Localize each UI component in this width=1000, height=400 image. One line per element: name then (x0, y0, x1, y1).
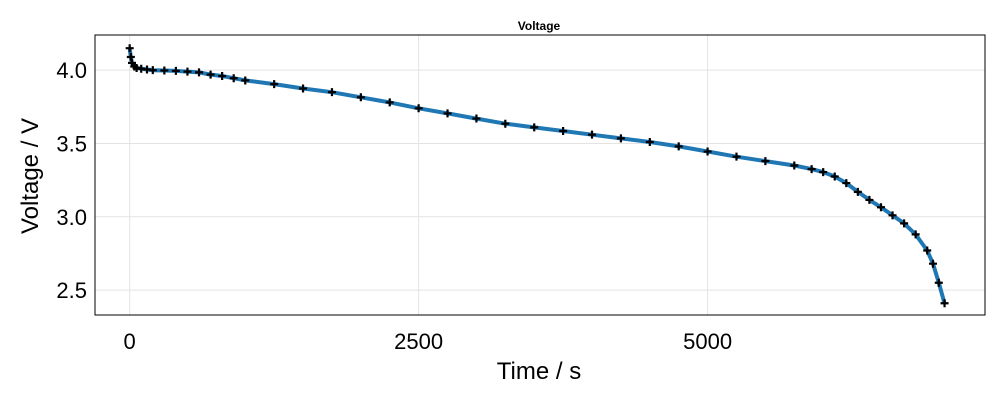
data-point (703, 147, 712, 156)
data-point (218, 72, 227, 81)
data-point (819, 168, 828, 177)
data-point (842, 179, 851, 188)
data-point (195, 68, 204, 77)
data-point (761, 157, 770, 166)
y-tick-label: 3.5 (56, 131, 87, 156)
y-axis-ticks: 2.5 3.0 3.5 4.0 (56, 58, 87, 303)
data-point (270, 80, 279, 89)
chart-title: Voltage (518, 19, 561, 33)
data-point (934, 278, 943, 287)
data-point (559, 127, 568, 136)
data-point (674, 142, 683, 151)
plot-frame (94, 34, 986, 316)
data-point (356, 93, 365, 102)
data-point (923, 246, 932, 255)
data-point (790, 161, 799, 170)
data-point (807, 165, 816, 174)
y-axis-label: Voltage / V (17, 118, 44, 234)
data-point (229, 74, 238, 83)
y-tick-label: 3.0 (56, 205, 87, 230)
x-tick-label: 2500 (394, 329, 443, 354)
data-point (645, 138, 654, 147)
data-point (160, 66, 169, 75)
y-tick-label: 2.5 (56, 278, 87, 303)
data-point (385, 98, 394, 107)
data-point (148, 66, 157, 75)
data-point (853, 187, 862, 196)
data-point (126, 52, 135, 61)
data-point (206, 70, 215, 79)
series-voltage (125, 44, 949, 308)
data-point (443, 109, 452, 118)
data-point (830, 172, 839, 181)
data-point (900, 219, 909, 228)
data-point (940, 299, 949, 308)
data-point (928, 259, 937, 268)
data-point (732, 152, 741, 161)
grid (95, 35, 985, 315)
data-point (530, 123, 539, 132)
data-point (911, 230, 920, 239)
data-point (183, 67, 192, 76)
data-point (327, 88, 336, 97)
data-point (588, 130, 597, 139)
data-point (414, 104, 423, 113)
x-axis-ticks: 0 2500 5000 (124, 329, 733, 354)
data-point (865, 195, 874, 204)
data-point (241, 76, 250, 85)
data-point (299, 84, 308, 93)
data-point (171, 66, 180, 75)
data-point (888, 211, 897, 220)
x-axis-label: Time / s (497, 358, 581, 385)
data-point (125, 44, 134, 53)
data-point (472, 114, 481, 123)
y-tick-label: 4.0 (56, 58, 87, 83)
x-tick-label: 5000 (683, 329, 732, 354)
data-point (616, 134, 625, 143)
x-tick-label: 0 (124, 329, 136, 354)
data-point (501, 119, 510, 128)
data-point (876, 203, 885, 212)
